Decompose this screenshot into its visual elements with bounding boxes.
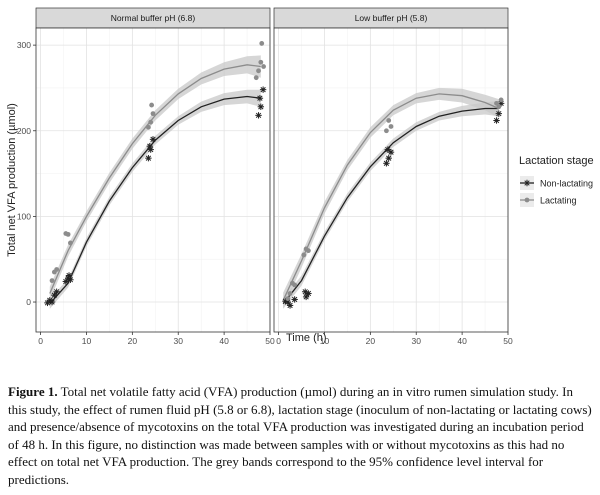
- panel-1: Normal buffer pH (6.8) 0 10 20 30 40 50 0 100 200…: [17, 7, 275, 346]
- data-point-lactating: [388, 124, 394, 129]
- data-point-non-lactating: [259, 86, 267, 93]
- data-point-lactating: [285, 296, 291, 302]
- data-point-lactating: [256, 68, 261, 74]
- x-tick-label: 40: [219, 336, 229, 346]
- data-point-lactating: [261, 64, 266, 69]
- data-point-non-lactating: [302, 288, 309, 295]
- data-point-non-lactating: [384, 146, 391, 153]
- y-tick-label: 100: [17, 211, 31, 221]
- data-point-lactating: [258, 59, 264, 65]
- data-point-non-lactating: [65, 272, 73, 279]
- data-point-lactating: [496, 104, 502, 110]
- x-tick-label: 20: [128, 336, 138, 346]
- data-point-non-lactating: [53, 288, 60, 295]
- data-point-non-lactating: [149, 136, 157, 143]
- data-point-non-lactating: [67, 276, 74, 283]
- chart-panels: Normal buffer pH (6.8)0 10 20 30 40 500100200…: [17, 7, 513, 346]
- data-point-non-lactating: [255, 112, 262, 119]
- data-point-lactating: [146, 124, 151, 130]
- data-point-lactating: [384, 128, 389, 134]
- data-point-lactating: [287, 291, 293, 296]
- data-point-lactating: [54, 267, 60, 272]
- confidence-band: [283, 100, 499, 309]
- data-point-lactating: [68, 240, 73, 246]
- x-tick-label: 50: [503, 336, 513, 346]
- data-point-lactating: [292, 282, 298, 288]
- faceted-chart: Total net VFA production (µmol) Time (h)…: [6, 7, 594, 346]
- x-tick-label: 0: [38, 336, 43, 346]
- figure-caption: Figure 1. Total net volatile fatty acid …: [8, 383, 592, 488]
- data-point-lactating: [498, 97, 504, 103]
- y-tick-label: 300: [17, 40, 31, 50]
- x-tick-label: 10: [82, 336, 92, 346]
- y-tick-label: 0: [26, 297, 31, 307]
- x-tick-label: 30: [412, 336, 422, 346]
- data-point-lactating: [306, 248, 311, 254]
- data-point-non-lactating: [493, 117, 500, 124]
- x-axis-label: Time (h): [286, 332, 327, 344]
- panel-background: [274, 28, 508, 332]
- data-point-non-lactating: [385, 154, 392, 162]
- caption-text: Total net volatile fatty acid (VFA) prod…: [8, 384, 592, 487]
- data-point-non-lactating: [146, 142, 153, 150]
- y-axis-label: Total net VFA production (µmol): [6, 103, 18, 257]
- data-point-lactating: [301, 252, 307, 258]
- data-point-lactating: [149, 102, 155, 108]
- data-point-non-lactating: [383, 160, 390, 167]
- data-point-lactating: [494, 100, 499, 106]
- panel-border: [35, 27, 271, 333]
- x-tick-label: 40: [457, 336, 467, 346]
- y-tick-label: 200: [17, 126, 31, 136]
- data-point-non-lactating: [48, 298, 56, 306]
- caption-lead: Figure 1.: [8, 384, 58, 399]
- data-point-non-lactating: [286, 302, 294, 309]
- data-point-non-lactating: [302, 293, 310, 301]
- data-point-non-lactating: [51, 291, 58, 299]
- data-point-non-lactating: [256, 95, 264, 102]
- legend-label: Lactating: [540, 196, 577, 206]
- fit-curve: [282, 93, 500, 301]
- panel-2: Low buffer pH (5.8) 0 10 20 30 40 50: [273, 7, 513, 346]
- fit-curve: [282, 107, 499, 305]
- panel-strip-label: Low buffer pH (5.8): [355, 13, 428, 23]
- panel-border: [273, 27, 509, 333]
- x-tick-label: 0: [276, 336, 281, 346]
- data-point-lactating: [150, 111, 156, 117]
- panel-strip-label: Normal buffer pH (6.8): [111, 13, 196, 23]
- data-point-lactating: [259, 41, 265, 46]
- panel-background: [36, 28, 270, 332]
- data-point-non-lactating: [495, 110, 503, 117]
- fit-curve: [49, 64, 261, 294]
- legend-entry: Non-lactating: [520, 176, 593, 190]
- data-point-lactating: [386, 118, 392, 123]
- data-point-non-lactating: [291, 296, 298, 303]
- data-point-lactating: [148, 119, 154, 125]
- data-point-lactating: [49, 278, 55, 284]
- x-tick-label: 20: [366, 336, 376, 346]
- data-point-lactating: [65, 231, 71, 237]
- data-point-lactating: [253, 75, 259, 81]
- data-point-non-lactating: [145, 154, 152, 162]
- x-tick-label: 50: [265, 336, 275, 346]
- x-tick-label: 30: [174, 336, 184, 346]
- legend-label: Non-lactating: [540, 179, 593, 189]
- fit-curve: [49, 95, 261, 305]
- legend-title: Lactation stage: [519, 155, 594, 167]
- legend: Lactation stage Non-lactating Lactating: [519, 155, 594, 207]
- legend-key-marker: [523, 179, 531, 187]
- data-point-non-lactating: [257, 103, 265, 110]
- x-tick-label: 10: [320, 336, 330, 346]
- legend-key-marker: [524, 197, 530, 203]
- legend-entry: Lactating: [520, 193, 577, 207]
